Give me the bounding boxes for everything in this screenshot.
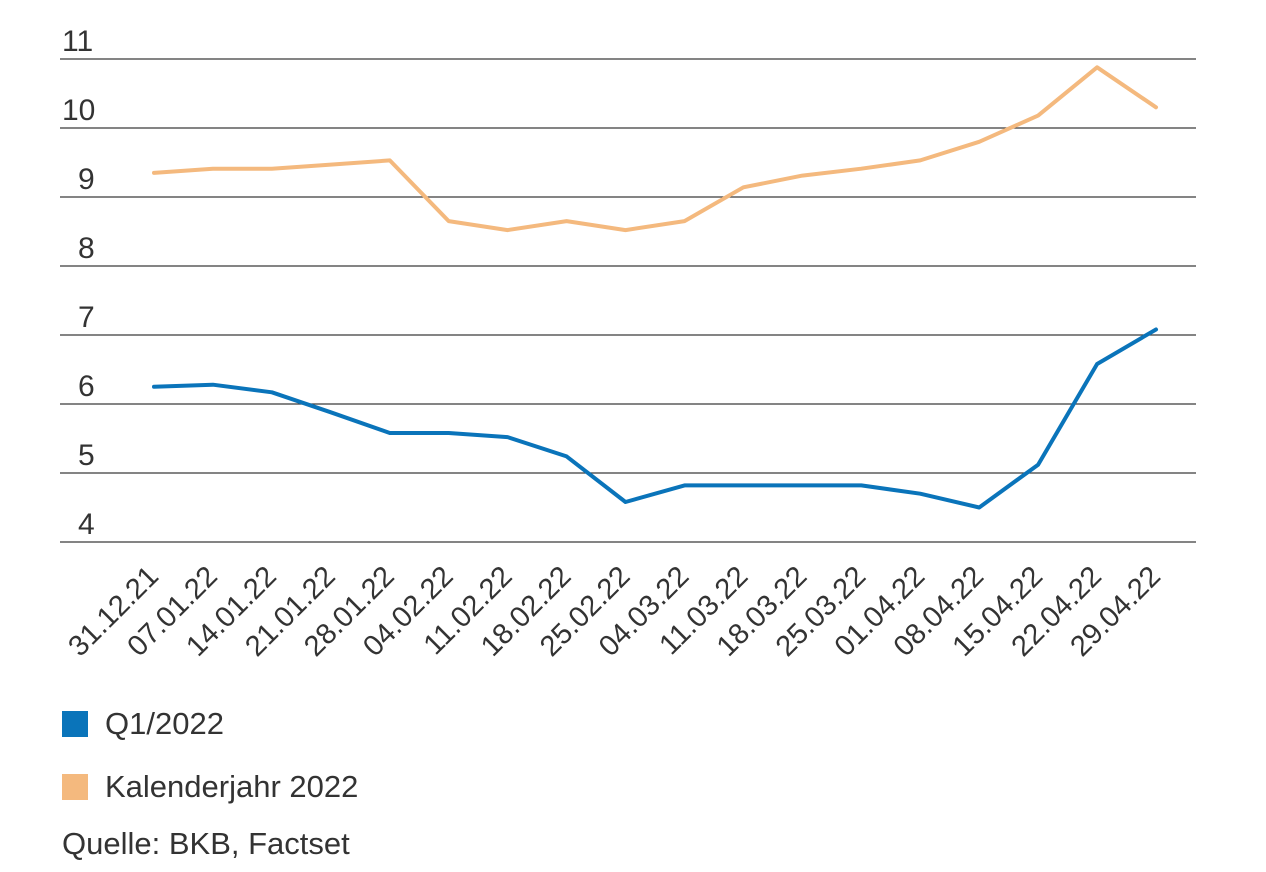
y-tick-label: 4	[78, 508, 95, 541]
line-chart: 4 5 6 7 8 9 10 11 31.12.2107.01.2214.01.2221.01…	[60, 25, 1196, 663]
series-line-0	[152, 327, 1158, 510]
legend-swatch-kalenderjahr	[62, 774, 88, 800]
legend-label-kalenderjahr: Kalenderjahr 2022	[105, 769, 359, 804]
y-tick-label: 9	[78, 163, 95, 196]
x-axis-ticks: 31.12.2107.01.2214.01.2221.01.2228.01.22…	[62, 560, 1166, 662]
grid-lines	[60, 58, 1196, 543]
y-axis-ticks: 4 5 6 7 8 9 10 11	[62, 25, 95, 541]
y-tick-label: 7	[78, 301, 95, 334]
y-tick-label: 10	[62, 94, 95, 127]
legend-item-q1: Q1/2022	[62, 704, 358, 744]
y-tick-label: 8	[78, 232, 95, 265]
y-tick-label: 11	[62, 25, 93, 58]
series-lines	[152, 65, 1158, 510]
y-tick-label: 5	[78, 439, 95, 472]
series-line-1	[152, 65, 1158, 233]
legend-swatch-q1	[62, 711, 88, 737]
legend-label-q1: Q1/2022	[105, 706, 224, 741]
legend-item-kalenderjahr: Kalenderjahr 2022	[62, 767, 358, 807]
source-note: Quelle: BKB, Factset	[62, 826, 350, 861]
legend: Q1/2022 Kalenderjahr 2022	[62, 704, 358, 830]
y-tick-label: 6	[78, 370, 95, 403]
